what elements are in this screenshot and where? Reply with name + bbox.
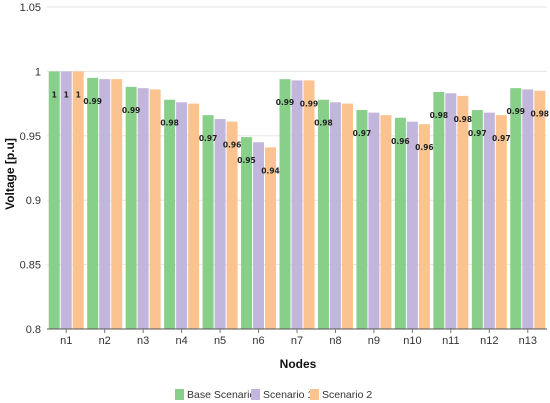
y-axis-title: Voltage [p.u] <box>3 138 17 210</box>
x-tick-label: n8 <box>329 335 341 347</box>
bar-scenario-1-n2 <box>99 79 111 330</box>
bar-scenario-1-n12 <box>483 112 495 329</box>
bar-scenario-1-n11 <box>445 93 457 330</box>
x-tick-label: n1 <box>60 335 72 347</box>
bar-scenario-2-n11 <box>457 95 469 329</box>
data-label: 0.95 <box>237 156 256 165</box>
y-tick-label: 0.9 <box>26 195 41 207</box>
bar-scenario-2-n5 <box>226 121 238 329</box>
data-label: 0.97 <box>492 134 511 143</box>
y-tick-labels: 0.8 0.85 0.9 0.95 1 1.05 <box>20 2 41 336</box>
data-labels-layer: 1 1 10.990.990.980.970.960.950.940.99 0.990… <box>52 90 549 175</box>
data-label: 0.96 <box>391 137 410 146</box>
bar-base-scenario-n8 <box>317 99 329 330</box>
bar-base-scenario-n1 <box>48 71 60 330</box>
x-tick-label: n5 <box>214 335 226 347</box>
bar-scenario-1-n3 <box>137 88 149 329</box>
bar-base-scenario-n5 <box>202 115 214 329</box>
data-label: 0.96 <box>223 141 242 150</box>
bar-scenario-1-n5 <box>214 119 226 329</box>
bar-scenario-1-n7 <box>291 80 303 329</box>
y-tick-label: 1.05 <box>20 2 41 14</box>
data-label: 0.94 <box>261 166 280 175</box>
bar-base-scenario-n11 <box>433 92 445 330</box>
legend-label: Scenario 1 <box>263 389 313 401</box>
data-label: 0.99 <box>300 99 319 108</box>
bar-scenario-2-n10 <box>418 124 430 329</box>
bar-scenario-1-n1 <box>60 71 72 330</box>
bar-scenario-2-n2 <box>111 79 123 330</box>
bar-scenario-1-n4 <box>176 102 188 329</box>
y-tick-label: 0.95 <box>20 131 41 143</box>
x-tick-label: n6 <box>252 335 264 347</box>
bar-scenario-2-n6 <box>265 147 277 329</box>
data-label: 0.99 <box>276 98 295 107</box>
bar-scenario-1-n13 <box>522 89 534 329</box>
data-label: 1 <box>76 90 81 99</box>
legend-label: Scenario 2 <box>322 389 372 401</box>
bar-base-scenario-n10 <box>394 117 406 329</box>
x-tick-label: n10 <box>403 335 421 347</box>
x-tick-label: n11 <box>442 335 460 347</box>
y-tick-label: 1 <box>35 66 41 78</box>
x-tick-label: n13 <box>519 335 537 347</box>
bar-scenario-2-n7 <box>303 80 315 329</box>
bar-scenario-2-n12 <box>495 115 507 329</box>
bar-scenario-1-n8 <box>329 102 341 329</box>
bars-layer <box>48 71 546 330</box>
x-tick-label: n4 <box>175 335 187 347</box>
bar-scenario-2-n13 <box>534 90 546 329</box>
data-label: 0.97 <box>199 134 218 143</box>
bar-base-scenario-n13 <box>510 88 522 329</box>
data-label: 0.99 <box>83 97 102 106</box>
y-tick-label: 0.8 <box>26 324 41 336</box>
legend-swatch <box>310 389 319 400</box>
bar-base-scenario-n2 <box>87 77 99 329</box>
bar-base-scenario-n9 <box>356 110 368 329</box>
data-label: 0.98 <box>160 119 179 128</box>
x-tick-label: n2 <box>99 335 111 347</box>
bar-base-scenario-n6 <box>241 137 253 329</box>
data-label: 0.98 <box>430 111 449 120</box>
data-label: 0.97 <box>353 129 372 138</box>
data-label: 0.97 <box>468 129 487 138</box>
bar-scenario-2-n3 <box>149 89 161 329</box>
x-tick-label: n7 <box>291 335 303 347</box>
legend-label: Base Scenario <box>187 389 255 401</box>
y-tick-label: 0.85 <box>20 260 41 272</box>
data-label: 0.98 <box>454 115 473 124</box>
bar-base-scenario-n12 <box>471 110 483 329</box>
x-tick-label: n12 <box>480 335 498 347</box>
bar-base-scenario-n3 <box>125 86 137 329</box>
data-label: 0.96 <box>415 143 434 152</box>
x-tick-label: n3 <box>137 335 149 347</box>
data-label: 0.98 <box>531 110 550 119</box>
x-tick-label: n9 <box>368 335 380 347</box>
bar-scenario-1-n10 <box>406 121 418 329</box>
bar-scenario-2-n9 <box>380 115 392 329</box>
legend: Base Scenario Scenario 1 Scenario 2 <box>175 389 372 401</box>
data-label: 1 <box>64 90 69 99</box>
data-label: 1 <box>52 90 57 99</box>
legend-swatch <box>251 389 260 400</box>
x-axis-title: Nodes <box>280 357 317 371</box>
x-tick-labels: n1 n2 n3 n4 n5 n6 n7 n8 n9 n10 n11 n12 n13 <box>60 329 537 347</box>
bar-scenario-2-n8 <box>341 103 353 329</box>
bar-base-scenario-n7 <box>279 79 291 330</box>
data-label: 0.99 <box>507 107 526 116</box>
data-label: 0.98 <box>314 119 333 128</box>
bar-scenario-1-n9 <box>368 112 380 329</box>
data-label: 0.99 <box>122 106 141 115</box>
bar-scenario-2-n1 <box>72 71 84 330</box>
bar-scenario-1-n6 <box>253 142 265 329</box>
bar-base-scenario-n4 <box>164 99 176 330</box>
legend-swatch <box>175 389 184 400</box>
bar-scenario-2-n4 <box>188 103 200 329</box>
